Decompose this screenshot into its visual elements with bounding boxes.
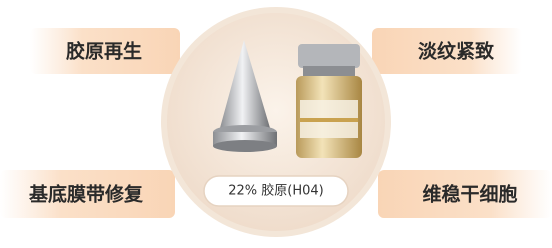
benefit-label: 维稳干细胞 <box>422 183 517 206</box>
benefit-label: 淡纹紧致 <box>418 40 495 63</box>
benefit-label: 基底膜带修复 <box>28 183 144 206</box>
vial <box>296 44 362 158</box>
product-graphic: 22% 胶原(H04) 胶原再生 淡纹紧致 基底膜带修复 维稳干细胞 <box>0 0 552 248</box>
benefit-label: 胶原再生 <box>66 40 142 63</box>
product-label: 22% 胶原(H04) <box>228 183 324 199</box>
